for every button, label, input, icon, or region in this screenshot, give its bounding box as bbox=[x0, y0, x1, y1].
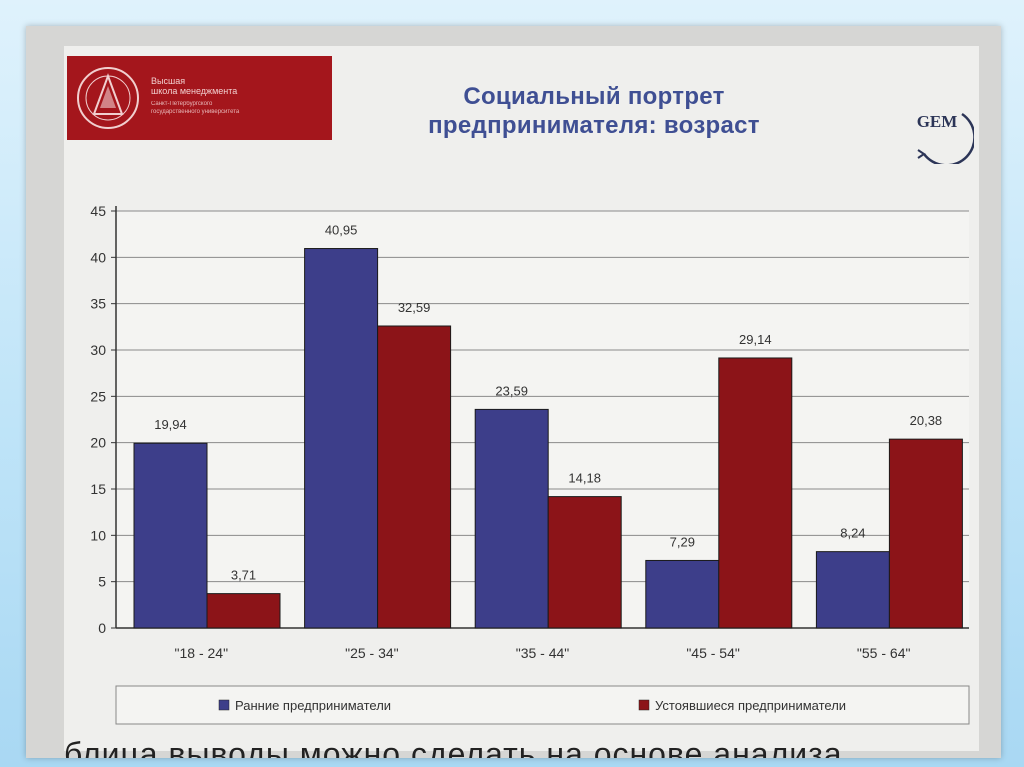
x-tick-label: "25 - 34" bbox=[345, 645, 399, 661]
legend-swatch bbox=[638, 699, 650, 711]
bar-established bbox=[888, 438, 963, 629]
footer-text: блица выводы можно сделать на основе ана… bbox=[64, 736, 843, 758]
slide-title-line1: Социальный портрет bbox=[463, 83, 725, 110]
data-label: 20,38 bbox=[910, 413, 943, 428]
data-label: 19,94 bbox=[154, 417, 187, 432]
logo-text-line4: государственного университета bbox=[151, 109, 240, 115]
data-label: 40,95 bbox=[325, 223, 358, 238]
bar-chart: 0 5 10 15 20 25 30 35 40 45 19,94 3,71 "18 - 24" 40,9… bbox=[90, 203, 970, 725]
data-label: 14,18 bbox=[568, 471, 601, 486]
slide-title: Социальный портрет предпринимателя: возр… bbox=[364, 82, 824, 140]
bar-early bbox=[133, 442, 208, 629]
gem-label: GEM bbox=[917, 112, 958, 131]
y-tick-label: 45 bbox=[90, 203, 106, 219]
y-tick-label: 30 bbox=[90, 342, 106, 358]
legend-label: Устоявшиеся предприниматели bbox=[655, 698, 846, 713]
slide-title-line2: предпринимателя: возраст bbox=[428, 112, 760, 139]
x-tick-label: "18 - 24" bbox=[175, 645, 229, 661]
bar-established bbox=[718, 357, 793, 629]
bar-established bbox=[547, 496, 622, 629]
y-tick-label: 10 bbox=[90, 527, 106, 543]
x-tick-label: "55 - 64" bbox=[857, 645, 911, 661]
logo-text-line3: Санкт-Петербургского bbox=[151, 101, 213, 107]
y-tick-label: 35 bbox=[90, 296, 106, 312]
legend-box bbox=[115, 685, 970, 725]
y-tick-label: 20 bbox=[90, 435, 106, 451]
logo: Высшая школа менеджмента Санкт-Петербург… bbox=[67, 56, 332, 140]
slide: Высшая школа менеджмента Санкт-Петербург… bbox=[64, 46, 979, 758]
legend-label: Ранние предприниматели bbox=[235, 698, 391, 713]
x-tick-label: "35 - 44" bbox=[516, 645, 570, 661]
bar-early bbox=[645, 559, 720, 629]
y-tick-label: 25 bbox=[90, 388, 106, 404]
data-label: 8,24 bbox=[840, 526, 865, 541]
slide-photo: Высшая школа менеджмента Санкт-Петербург… bbox=[26, 26, 1001, 758]
logo-text-line1: Высшая bbox=[151, 76, 186, 86]
logo-text-line2: школа менеджмента bbox=[151, 86, 238, 96]
y-tick-label: 5 bbox=[98, 574, 106, 590]
y-tick-label: 0 bbox=[98, 620, 106, 636]
y-tick-label: 40 bbox=[90, 249, 106, 265]
legend-swatch bbox=[218, 699, 230, 711]
bar-early bbox=[304, 248, 379, 629]
gem-logo-icon: GEM bbox=[917, 112, 974, 164]
data-label: 29,14 bbox=[739, 332, 772, 347]
x-tick-label: "45 - 54" bbox=[686, 645, 740, 661]
bar-established bbox=[377, 325, 452, 629]
data-label: 3,71 bbox=[231, 568, 256, 583]
y-tick-label: 15 bbox=[90, 481, 106, 497]
data-label: 32,59 bbox=[398, 300, 431, 315]
bar-early bbox=[815, 551, 890, 629]
data-label: 23,59 bbox=[495, 383, 528, 398]
emblem-icon bbox=[77, 67, 139, 129]
data-label: 7,29 bbox=[670, 534, 695, 549]
bar-early bbox=[474, 408, 549, 629]
bar-established bbox=[206, 593, 281, 629]
